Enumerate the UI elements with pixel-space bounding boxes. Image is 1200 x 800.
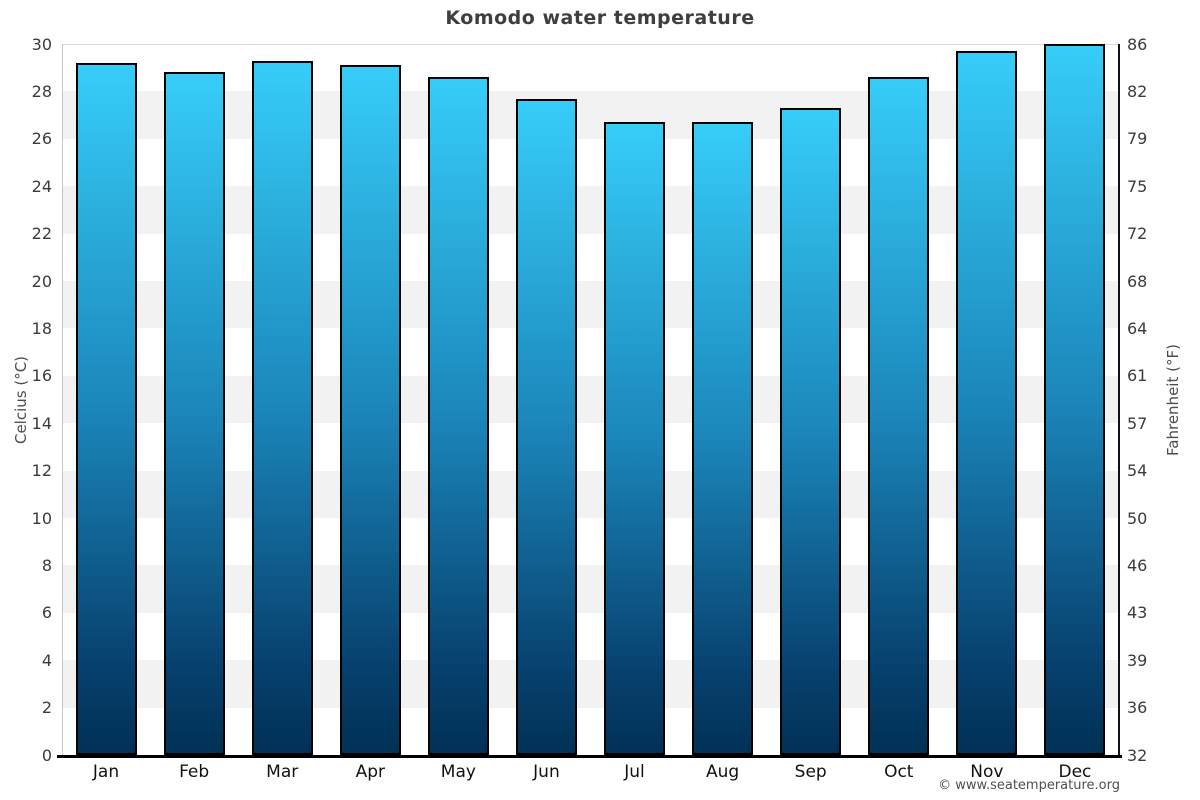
y-axis-line-right (1118, 44, 1120, 755)
bar-jan (75, 63, 137, 755)
plot-band (62, 138, 1119, 187)
bar-dec (1044, 44, 1106, 755)
y-axis-label-fahrenheit: 57 (1127, 413, 1148, 433)
plot-band (62, 233, 1119, 281)
x-axis-label-aug: Aug (706, 762, 740, 782)
plot-band (62, 375, 1119, 424)
y-axis-label-celsius: 30 (31, 34, 52, 54)
plot-band (62, 91, 1119, 139)
y-axis-label-celsius: 18 (31, 318, 52, 338)
bar-nov (956, 51, 1018, 755)
y-axis-label-celsius: 24 (31, 176, 52, 196)
y-axis-label-fahrenheit: 79 (1127, 129, 1148, 149)
x-axis-label-nov: Nov (970, 762, 1004, 782)
y-axis-label-fahrenheit: 54 (1127, 461, 1148, 481)
y-axis-label-celsius: 28 (31, 81, 52, 101)
y-axis-label-celsius: 26 (31, 129, 52, 149)
plot-band (62, 707, 1119, 755)
y-axis-label-fahrenheit: 43 (1127, 603, 1148, 623)
bar-sep (780, 108, 842, 755)
plot-band (62, 518, 1119, 566)
bar-oct (868, 77, 930, 755)
bar-jun (515, 99, 577, 755)
plot-band (62, 328, 1119, 376)
chart-title: Komodo water temperature (445, 7, 755, 29)
y-axis-label-fahrenheit: 64 (1127, 318, 1148, 338)
x-axis-label-feb: Feb (179, 762, 210, 782)
plot-band (62, 612, 1119, 661)
y-axis-label-fahrenheit: 68 (1127, 271, 1148, 291)
y-axis-label-celsius: 10 (31, 508, 52, 528)
x-axis-label-dec: Dec (1058, 762, 1092, 782)
x-axis-label-may: May (440, 762, 476, 782)
y-axis-label-celsius: 2 (41, 698, 52, 718)
plot-band (62, 423, 1119, 471)
x-axis-label-jul: Jul (624, 762, 645, 782)
y-axis-label-fahrenheit: 82 (1127, 81, 1148, 101)
y-axis-label-celsius: 14 (31, 413, 52, 433)
top-gridline (62, 44, 1119, 45)
x-axis-label-sep: Sep (794, 762, 827, 782)
y-axis-label-fahrenheit: 86 (1127, 34, 1148, 54)
y-axis-label-celsius: 12 (31, 461, 52, 481)
y-axis-label-fahrenheit: 46 (1127, 555, 1148, 575)
copyright-text: © www.seatemperature.org (938, 778, 1120, 793)
x-axis-label-jun: Jun (533, 762, 560, 782)
x-axis-label-oct: Oct (884, 762, 914, 782)
plot-band (62, 281, 1119, 329)
y-axis-label-celsius: 0 (41, 745, 52, 765)
y-axis-label-celsius: 4 (41, 650, 52, 670)
y-axis-label-fahrenheit: 61 (1127, 366, 1148, 386)
plot-band (62, 470, 1119, 518)
plot-band (62, 186, 1119, 234)
y-axis-label-fahrenheit: 39 (1127, 650, 1148, 670)
bar-aug (692, 122, 754, 755)
bar-apr (339, 65, 401, 755)
plot-band (62, 565, 1119, 613)
x-axis-line (57, 755, 1122, 758)
plot-band (62, 44, 1119, 92)
y-axis-label-celsius: 16 (31, 366, 52, 386)
bar-jul (604, 122, 666, 755)
y-axis-label-fahrenheit: 36 (1127, 698, 1148, 718)
plot-band (62, 660, 1119, 708)
y-axis-label-fahrenheit: 32 (1127, 745, 1148, 765)
y-axis-line-left (62, 44, 63, 755)
y-axis-label-celsius: 22 (31, 224, 52, 244)
x-axis-label-jan: Jan (92, 762, 120, 782)
y-axis-label-celsius: 6 (41, 603, 52, 623)
bar-may (427, 77, 489, 755)
y-axis-label-fahrenheit: 50 (1127, 508, 1148, 528)
x-axis-label-mar: Mar (266, 762, 299, 782)
x-axis-label-apr: Apr (355, 762, 385, 782)
bar-feb (163, 72, 225, 755)
y-axis-title-fahrenheit: Fahrenheit (°F) (1164, 344, 1182, 456)
plot-area (62, 44, 1119, 755)
y-axis-label-fahrenheit: 75 (1127, 176, 1148, 196)
y-axis-label-celsius: 20 (31, 271, 52, 291)
y-axis-label-fahrenheit: 72 (1127, 224, 1148, 244)
y-axis-label-celsius: 8 (41, 555, 52, 575)
bar-mar (251, 61, 313, 755)
